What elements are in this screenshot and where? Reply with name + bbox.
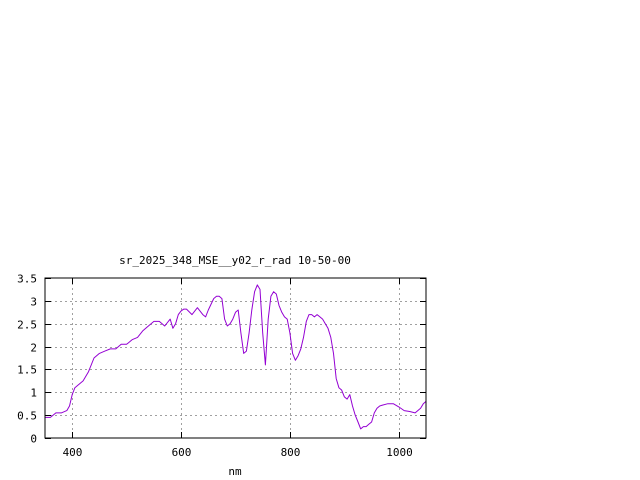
x-axis-label: nm: [228, 465, 242, 478]
grid: [45, 278, 426, 438]
y-tick-label: 2.5: [17, 319, 37, 332]
y-tick-label: 0: [30, 433, 37, 446]
x-tick-label: 1000: [386, 446, 413, 459]
y-tick-label: 0.5: [17, 410, 37, 423]
x-tick-label: 400: [63, 446, 83, 459]
chart-title: sr_2025_348_MSE__y02_r_rad 10-50-00: [119, 254, 351, 267]
ticks: [45, 278, 426, 439]
series-line: [45, 284, 427, 430]
x-tick-label: 800: [281, 446, 301, 459]
x-tick-label: 600: [172, 446, 192, 459]
x-tick-labels: 400 600 800 1000: [63, 446, 413, 459]
y-tick-label: 2: [30, 342, 37, 355]
y-tick-label: 1.5: [17, 364, 37, 377]
y-tick-labels: 0 0.5 1 1.5 2 2.5 3 3.5: [17, 273, 37, 446]
series-layer: [45, 284, 427, 430]
y-tick-label: 1: [30, 387, 37, 400]
y-tick-label: 3: [30, 296, 37, 309]
plot-frame: [44, 277, 427, 439]
y-tick-label: 3.5: [17, 273, 37, 286]
